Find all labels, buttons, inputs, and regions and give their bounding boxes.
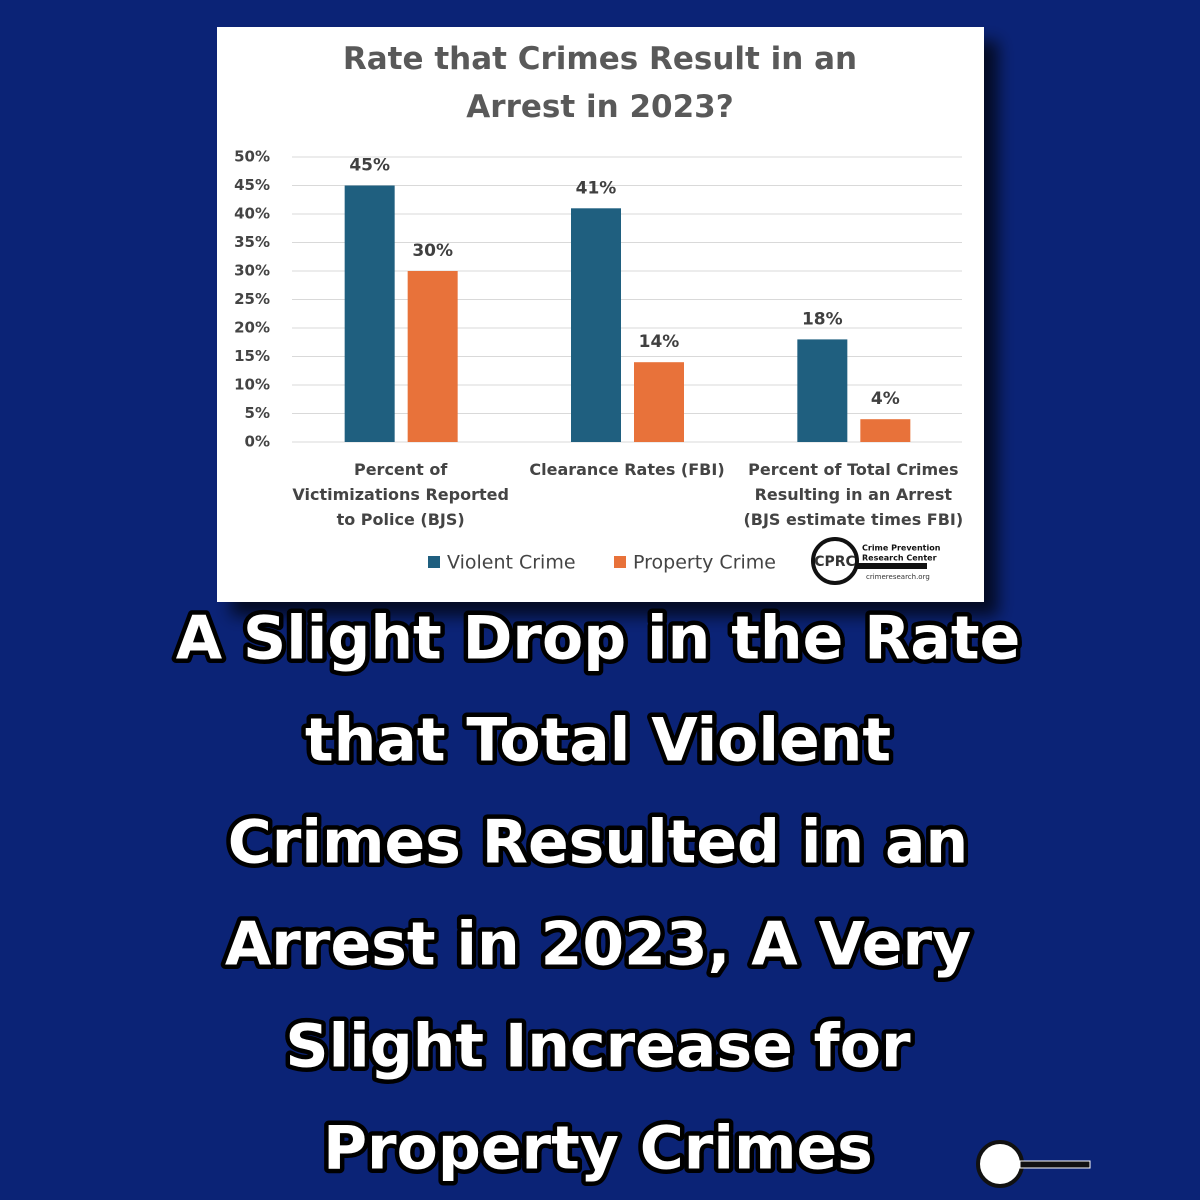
logo-name: Research Center (862, 554, 937, 563)
logo-name: Crime Prevention (862, 544, 941, 553)
y-tick-label: 45% (234, 176, 270, 194)
logo-icon (976, 1140, 1024, 1188)
x-tick-label: Percent of Victimizations Reported to Po… (292, 460, 509, 529)
data-label: 4% (871, 389, 900, 409)
y-tick-label: 15% (234, 347, 270, 365)
legend-label: Violent Crime (447, 552, 576, 574)
chart-title: Rate that Crimes Result in an Arrest in 2… (343, 41, 857, 125)
data-label: 45% (349, 156, 390, 176)
y-tick-label: 10% (234, 376, 270, 394)
logo-mark: CPRC (814, 554, 856, 570)
data-label: 14% (639, 332, 680, 352)
y-tick-label: 40% (234, 205, 270, 223)
headline-line: that Total Violent (305, 706, 891, 776)
legend-label: Property Crime (633, 552, 776, 574)
headline-line: Crimes Resulted in an (228, 808, 968, 878)
bar (860, 419, 911, 442)
y-tick-label: 25% (234, 290, 270, 308)
y-tick-label: 0% (245, 433, 270, 451)
x-tick-label: Percent of Total Crimes Resulting in an … (743, 460, 964, 529)
bar (407, 271, 458, 442)
headline-line: Property Crimes (323, 1114, 873, 1184)
y-tick-label: 50% (234, 148, 270, 166)
headline-line: Arrest in 2023, A Very (225, 910, 971, 980)
logo-handle (855, 563, 927, 569)
data-label: 41% (576, 178, 617, 198)
y-tick-label: 35% (234, 233, 270, 251)
headline-line: A Slight Drop in the Rate (176, 604, 1021, 674)
y-tick-label: 5% (245, 404, 270, 422)
logo-icon (811, 537, 859, 585)
y-tick-label: 20% (234, 319, 270, 337)
legend-swatch (428, 556, 440, 568)
data-label: 30% (412, 241, 453, 261)
bar (634, 362, 684, 442)
logo: CPRC Crime Prevention Research Center cr… (811, 537, 941, 585)
logo-url: crimeresearch.org (866, 573, 930, 581)
x-tick-label: Clearance Rates (FBI) (529, 460, 725, 479)
bar (344, 185, 395, 442)
bar (571, 208, 621, 442)
bar (797, 339, 848, 442)
legend-swatch (614, 556, 626, 568)
y-tick-label: 30% (234, 262, 270, 280)
data-label: 18% (802, 309, 843, 329)
logo-handle (1019, 1160, 1091, 1169)
headline-line: Slight Increase for (285, 1012, 911, 1082)
